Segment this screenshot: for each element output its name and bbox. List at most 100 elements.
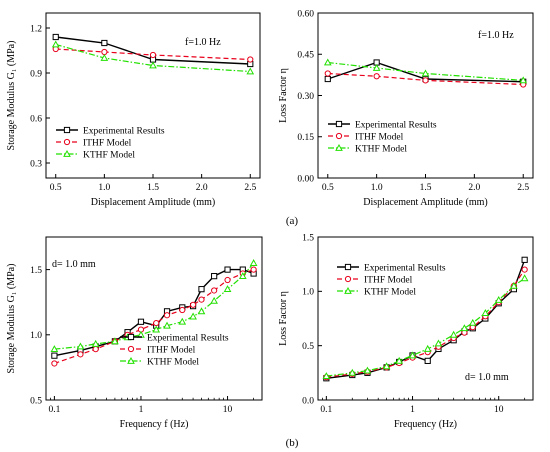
x-axis-label: Displacement Amplitude (mm) (363, 197, 487, 208)
x-tick-label: 2.5 (244, 183, 256, 193)
legend-marker-kthf (344, 286, 352, 294)
legend-label-kthf: KTHF Model (355, 144, 407, 154)
y-tick-label: 0.3 (30, 159, 42, 169)
y-axis-label: Storage Modulus G₁ (MPa) (6, 264, 17, 374)
y-tick-label: 1.0 (30, 331, 42, 341)
data-point-kthf (50, 345, 59, 353)
x-tick-label: 0.5 (50, 183, 62, 193)
y-axis-label: Loss Factor η (278, 68, 289, 123)
data-point-kthf (178, 317, 187, 325)
data-point-kthf (76, 342, 85, 350)
y-tick-label: 1.2 (30, 24, 42, 34)
legend-marker-kthf (335, 143, 343, 151)
data-point-experimental (198, 286, 205, 293)
data-point-ithf (92, 346, 99, 353)
series-experimental (52, 33, 254, 68)
data-point-ithf (324, 70, 331, 77)
data-point-ithf (51, 360, 58, 367)
caption-b: (b) (286, 437, 299, 449)
data-point-kthf (246, 67, 255, 75)
x-tick-label: 1 (410, 405, 415, 415)
legend-marker-ithf (344, 275, 352, 283)
data-point-kthf (210, 296, 218, 304)
data-point-kthf (111, 337, 119, 345)
data-point-ithf (179, 306, 186, 314)
data-point-ithf (163, 312, 171, 319)
y-tick-label: 0.0 (302, 396, 314, 406)
data-point-experimental (137, 318, 145, 325)
data-point-ithf (198, 296, 205, 303)
data-point-kthf (423, 344, 432, 352)
x-tick-label: 2.0 (196, 183, 208, 193)
data-point-kthf (91, 339, 100, 347)
legend-label-ithf: ITHF Model (83, 138, 132, 148)
data-point-experimental (211, 273, 218, 280)
data-point-experimental (101, 39, 108, 47)
data-point-kthf (408, 351, 417, 359)
data-point-kthf (223, 285, 232, 293)
data-point-kthf (449, 330, 458, 338)
x-tick-label: 2.0 (468, 183, 480, 193)
y-tick-label: 0.00 (297, 174, 314, 184)
legend-label-kthf: KTHF Model (147, 357, 199, 367)
data-point-ithf (422, 77, 429, 84)
legend-label-kthf: KTHF Model (364, 287, 416, 297)
x-tick-label: 0.1 (48, 405, 60, 415)
data-point-experimental (51, 352, 58, 359)
data-point-kthf (249, 259, 258, 266)
series-line-ithf (55, 48, 251, 61)
chart-loss-factor-vs-frequency: 0.1 1 10 0.0 0.5 1.0 1.5 Frequency (Hz) Loss Fac… (278, 233, 534, 430)
condition-annotation: d= 1.0 mm (465, 372, 509, 383)
y-tick-label: 0.5 (302, 342, 314, 352)
data-point-kthf (434, 339, 443, 347)
data-point-kthf (197, 307, 206, 315)
caption-a: (a) (286, 215, 299, 227)
legend-marker-ithf (335, 132, 343, 140)
series-ithf (51, 266, 257, 367)
x-tick-label: 1.0 (98, 183, 110, 193)
legend: Experimental Results ITHF Model KTHF Model (337, 263, 446, 297)
y-tick-label: 0.15 (297, 133, 314, 143)
x-tick-label: 0.1 (320, 405, 332, 415)
legend-label-ithf: ITHF Model (147, 345, 196, 355)
x-tick-label: 1.5 (420, 183, 432, 193)
condition-annotation: f=1.0 Hz (185, 37, 221, 48)
x-tick-label: 1.0 (371, 183, 383, 193)
data-point-ithf (224, 276, 231, 284)
data-point-kthf (152, 325, 161, 333)
x-tick-label: 10 (223, 405, 233, 415)
data-point-kthf (468, 318, 477, 326)
data-point-ithf (153, 319, 160, 327)
series-kthf (323, 58, 528, 84)
x-tick-label: 1.5 (147, 183, 159, 193)
data-point-kthf (494, 295, 503, 303)
x-tick-label: 1 (139, 405, 144, 415)
legend-label-experimental: Experimental Results (355, 120, 437, 130)
plot-frame (45, 236, 263, 401)
data-point-experimental (521, 256, 528, 263)
data-point-kthf (510, 281, 518, 289)
legend-marker-experimental (63, 126, 71, 134)
x-tick-label: 10 (494, 405, 504, 415)
x-axis-label: Frequency f (Hz) (120, 419, 189, 430)
data-point-kthf (323, 58, 332, 66)
data-point-kthf (238, 272, 247, 280)
data-point-experimental (52, 33, 59, 41)
legend-label-experimental: Experimental Results (83, 126, 165, 136)
condition-annotation: d= 1.0 mm (52, 259, 96, 270)
data-point-kthf (421, 69, 430, 77)
data-point-kthf (100, 53, 109, 61)
data-point-ithf (101, 48, 108, 56)
data-point-ithf (189, 301, 197, 308)
y-tick-label: 1.5 (30, 266, 42, 276)
data-point-ithf (77, 351, 84, 358)
y-tick-label: 0.5 (30, 396, 42, 406)
legend-marker-kthf (127, 356, 135, 364)
y-axis-label: Loss Factor η (278, 291, 289, 346)
data-point-kthf (395, 356, 404, 364)
legend: Experimental Results ITHF Model KTHF Model (328, 120, 437, 154)
series-kthf (51, 40, 255, 75)
legend-label-ithf: ITHF Model (364, 275, 413, 285)
data-point-kthf (348, 368, 357, 376)
